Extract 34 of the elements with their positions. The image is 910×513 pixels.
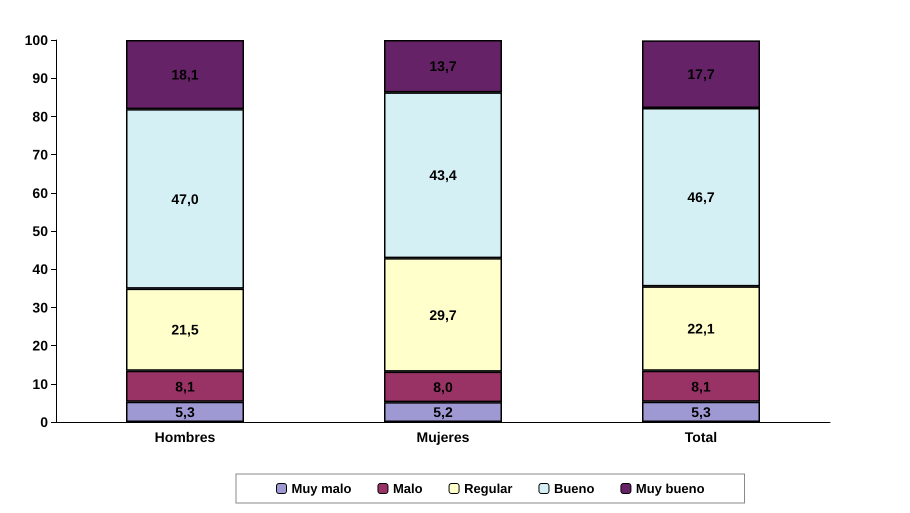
- data-label: 29,7: [429, 306, 457, 323]
- data-label: 22,1: [687, 320, 715, 337]
- data-label: 5,3: [691, 404, 711, 420]
- y-tick-label: 40: [32, 261, 48, 278]
- x-tick-label: Mujeres: [416, 429, 470, 445]
- data-label: 46,7: [687, 189, 715, 206]
- data-label: 47,0: [171, 190, 199, 207]
- y-tick-label: 70: [32, 146, 48, 163]
- x-tick-label: Hombres: [154, 429, 216, 445]
- data-label: 17,7: [687, 66, 715, 82]
- legend-label: Malo: [392, 481, 423, 496]
- legend-label: Bueno: [554, 481, 594, 496]
- y-tick-label: 0: [40, 414, 48, 430]
- legend-label: Muy malo: [292, 481, 352, 496]
- data-label: 5,3: [175, 404, 195, 420]
- legend-label: Regular: [464, 481, 512, 496]
- y-tick-label: 90: [32, 70, 48, 86]
- y-tick-label: 80: [32, 108, 48, 124]
- data-label: 18,1: [171, 66, 199, 83]
- y-tick-label: 10: [32, 376, 48, 392]
- data-label: 13,7: [429, 58, 457, 74]
- legend-label: Muy bueno: [636, 481, 705, 496]
- y-tick-label: 100: [24, 32, 48, 48]
- y-tick-label: 60: [32, 184, 48, 201]
- x-tick-label: Total: [684, 429, 718, 445]
- data-label: 21,5: [171, 322, 199, 338]
- data-label: 8,1: [175, 378, 195, 394]
- data-label: 43,4: [429, 167, 457, 184]
- y-tick-label: 50: [32, 223, 48, 239]
- y-tick-label: 30: [32, 299, 48, 316]
- y-tick-label: 20: [32, 338, 48, 354]
- data-label: 8,1: [691, 378, 711, 394]
- data-label: 5,2: [433, 404, 453, 420]
- data-label: 8,0: [433, 378, 453, 395]
